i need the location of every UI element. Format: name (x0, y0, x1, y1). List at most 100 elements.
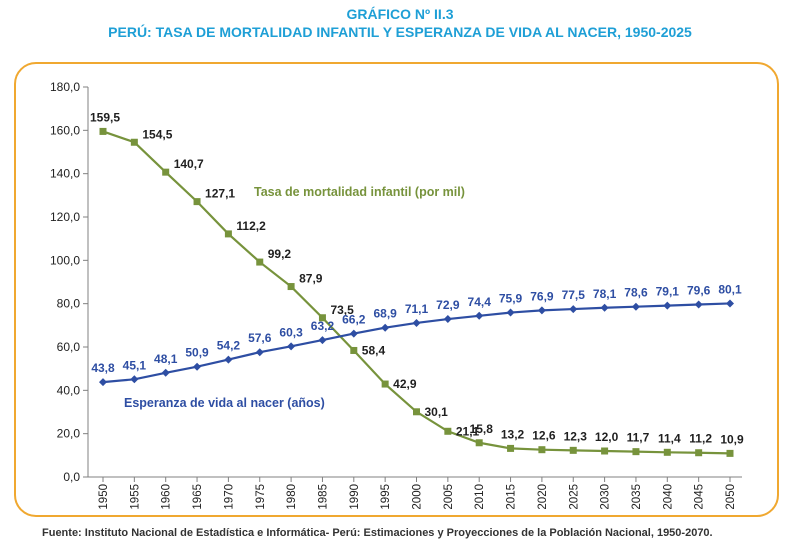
y-tick-label: 0,0 (63, 470, 80, 484)
mortality-point (663, 448, 671, 456)
life-expectancy-point (381, 323, 390, 332)
y-tick-label: 100,0 (50, 253, 80, 267)
life-expectancy-point (161, 368, 170, 377)
mortality-point (287, 283, 295, 291)
x-tick-label: 2015 (506, 484, 518, 510)
life-expectancy-data-label: 74,4 (468, 295, 492, 309)
life-expectancy-point (412, 318, 421, 327)
x-tick-label: 2020 (537, 484, 549, 510)
x-tick-label: 2035 (631, 484, 643, 510)
y-tick-label: 20,0 (57, 427, 81, 441)
y-tick-label: 180,0 (50, 80, 80, 94)
chart-subtitle: PERÚ: TASA DE MORTALIDAD INFANTIL Y ESPE… (108, 24, 692, 40)
mortality-data-label: 140,7 (174, 157, 204, 171)
mortality-data-label: 127,1 (205, 187, 235, 201)
life-expectancy-data-label: 45,1 (123, 358, 147, 372)
x-tick-label: 2050 (725, 484, 737, 510)
x-tick-label: 1970 (223, 484, 235, 510)
life-expectancy-point (506, 308, 515, 317)
life-expectancy-point (600, 303, 609, 312)
mortality-point (413, 408, 420, 416)
mortality-point (444, 427, 452, 435)
x-tick-label: 1980 (286, 484, 298, 510)
x-tick-label: 2025 (568, 484, 580, 510)
life-expectancy-data-label: 66,2 (342, 313, 366, 327)
life-expectancy-data-label: 68,9 (373, 307, 397, 321)
x-tick-label: 2045 (694, 484, 706, 510)
life-expectancy-point (694, 300, 703, 309)
life-expectancy-point (287, 342, 296, 351)
life-expectancy-data-label: 60,3 (279, 325, 303, 339)
life-expectancy-data-label: 75,9 (499, 292, 523, 306)
life-expectancy-point (663, 301, 672, 310)
mortality-point (318, 314, 326, 322)
life-expectancy-point (130, 375, 139, 384)
mortality-point (507, 444, 515, 452)
mortality-point (256, 258, 264, 266)
life-expectancy-point (443, 315, 452, 324)
mortality-data-label: 30,1 (425, 405, 449, 419)
mortality-point (162, 168, 170, 176)
mortality-data-label: 73,5 (330, 303, 354, 317)
mortality-data-label: 58,4 (362, 343, 386, 357)
x-tick-label: 1990 (349, 484, 361, 510)
life-expectancy-series-label: Esperanza de vida al nacer (años) (124, 396, 325, 410)
y-tick-label: 160,0 (50, 123, 80, 137)
chart-frame (14, 62, 779, 517)
y-tick-label: 80,0 (57, 297, 81, 311)
x-tick-label: 1965 (192, 484, 204, 510)
life-expectancy-data-label: 78,1 (593, 287, 617, 301)
mortality-data-label: 11,2 (689, 432, 712, 446)
mortality-point (475, 439, 483, 447)
mortality-point (569, 446, 577, 454)
mortality-point (130, 138, 138, 146)
mortality-point (350, 346, 358, 354)
mortality-point (695, 449, 703, 457)
life-expectancy-point (631, 302, 640, 311)
chart-title: GRÁFICO Nº II.3 (346, 6, 454, 22)
life-expectancy-point (569, 305, 578, 314)
life-expectancy-data-label: 78,6 (624, 286, 648, 300)
x-tick-label: 1960 (161, 484, 173, 510)
mortality-data-label: 12,0 (595, 430, 619, 444)
life-expectancy-data-label: 79,1 (656, 285, 680, 299)
mortality-point (99, 127, 107, 135)
x-tick-label: 2030 (600, 484, 612, 510)
mortality-data-label: 13,2 (501, 427, 525, 441)
mortality-point (224, 230, 232, 238)
mortality-point (726, 449, 734, 457)
y-tick-label: 140,0 (50, 167, 80, 181)
life-expectancy-point (224, 355, 233, 364)
mortality-data-label: 99,2 (268, 247, 292, 261)
mortality-data-label: 12,3 (564, 429, 588, 443)
mortality-data-label: 21,1 (456, 424, 480, 438)
life-expectancy-data-label: 54,2 (217, 339, 241, 353)
mortality-data-label: 154,5 (142, 127, 172, 141)
life-expectancy-data-label: 76,9 (530, 289, 554, 303)
y-tick-label: 120,0 (50, 210, 80, 224)
x-tick-label: 1950 (98, 484, 110, 510)
life-expectancy-point (726, 299, 734, 308)
life-expectancy-data-label: 71,1 (405, 302, 429, 316)
life-expectancy-point (475, 311, 484, 320)
x-tick-label: 1995 (380, 484, 392, 510)
life-expectancy-point (99, 378, 107, 387)
x-tick-label: 1985 (317, 484, 329, 510)
life-expectancy-data-label: 57,6 (248, 331, 272, 345)
mortality-data-label: 11,4 (658, 431, 681, 445)
life-expectancy-data-label: 48,1 (154, 352, 178, 366)
life-expectancy-point (318, 336, 327, 345)
life-expectancy-point (349, 329, 358, 338)
mortality-point (193, 198, 201, 206)
x-tick-label: 2005 (443, 484, 455, 510)
life-expectancy-data-label: 77,5 (562, 288, 586, 302)
life-expectancy-point (193, 362, 202, 371)
mortality-point (632, 448, 640, 456)
y-tick-label: 60,0 (57, 340, 81, 354)
life-expectancy-data-label: 43,8 (91, 361, 115, 375)
x-tick-label: 2040 (662, 484, 674, 510)
mortality-series-label: Tasa de mortalidad infantil (por mil) (254, 185, 465, 199)
life-expectancy-data-label: 80,1 (718, 282, 742, 296)
mortality-data-label: 112,2 (236, 219, 266, 233)
